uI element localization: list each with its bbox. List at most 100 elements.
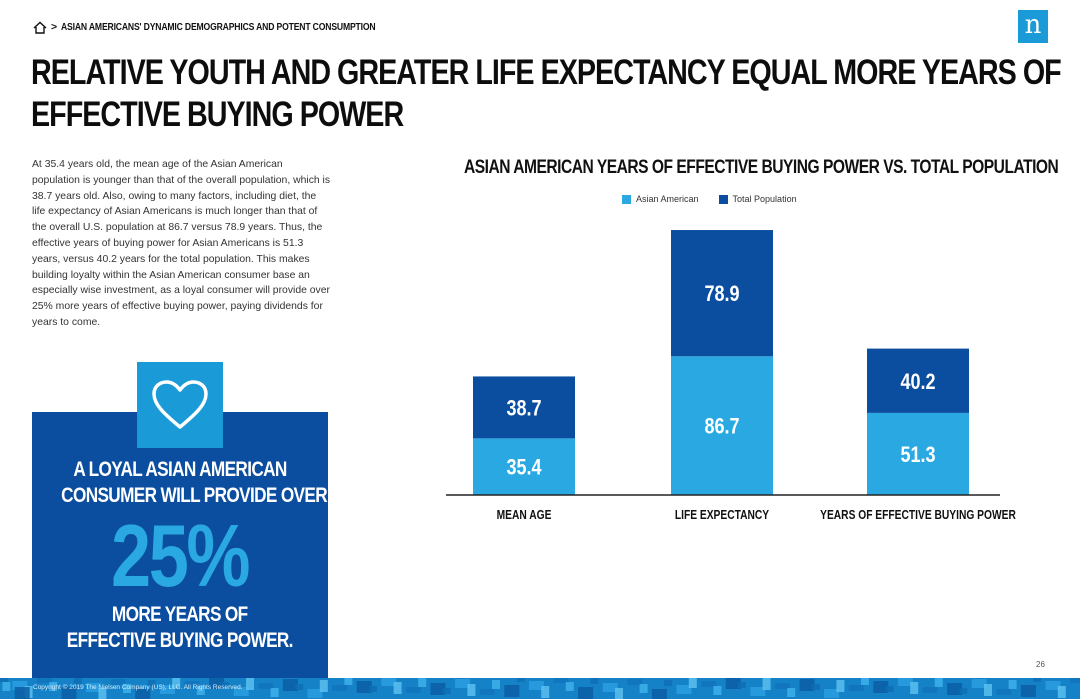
footer-texture-block (1045, 681, 1061, 690)
footer-texture-block (602, 683, 618, 692)
callout-box: A LOYAL ASIAN AMERICAN CONSUMER WILL PRO… (32, 412, 328, 678)
nielsen-logo: n (1018, 10, 1048, 43)
footer-texture-block (295, 684, 304, 690)
footer-texture-block (922, 687, 938, 693)
breadcrumb-separator: > (51, 21, 57, 33)
footer-texture-block (356, 681, 372, 693)
footer-texture-block (14, 687, 30, 699)
footer-texture-block (713, 686, 722, 695)
legend-item-asian-american: Asian American (622, 194, 699, 204)
footer-texture-block (947, 683, 963, 695)
footer-texture-block (615, 688, 623, 699)
footer-texture-block (541, 686, 550, 698)
page-number: 26 (1036, 660, 1045, 669)
bar-total-population-3 (867, 348, 969, 413)
breadcrumb[interactable]: > ASIAN AMERICANS' DYNAMIC DEMOGRAPHICS … (33, 20, 444, 34)
footer-texture-block (430, 683, 446, 695)
footer-texture-block (1033, 678, 1042, 682)
footer-texture-block (110, 679, 126, 685)
footer-texture-block (590, 678, 599, 684)
footer-band (0, 678, 1080, 699)
footer-texture-block (319, 680, 328, 692)
breadcrumb-text: ASIAN AMERICANS' DYNAMIC DEMOGRAPHICS AN… (60, 21, 376, 33)
heart-icon (152, 380, 208, 429)
footer-texture-block (467, 684, 476, 696)
footer-texture-block (98, 688, 107, 699)
footer-texture-block (49, 682, 58, 691)
bar-total-population-2 (671, 230, 773, 357)
footer-texture-block (1070, 678, 1080, 683)
footer-texture-block (959, 688, 968, 694)
page-title: RELATIVE YOUTH AND GREATER LIFE EXPECTAN… (31, 52, 1062, 136)
footer-texture-block (651, 689, 667, 699)
data-label-asian-american-1: 35.4 (506, 456, 542, 480)
footer-texture-block (442, 688, 451, 694)
body-paragraph: At 35.4 years old, the mean age of the A… (32, 159, 331, 328)
category-label-2: LIFE EXPECTANCY (675, 509, 770, 522)
footer-texture-block (996, 689, 1012, 695)
footer-texture-block (516, 678, 525, 682)
footer-texture-block (1020, 685, 1036, 697)
footer-texture-block (332, 685, 348, 691)
bar-chart: 35.4 38.7 MEAN AGE 86.7 78.9 LIFE EXPECTANCY 5… (446, 230, 1017, 522)
footer-texture-block (393, 682, 402, 694)
footer-texture-block (344, 678, 353, 685)
footer-texture-block (873, 681, 889, 693)
footer-texture-block (36, 678, 52, 683)
footer-texture-block (0, 678, 8, 682)
footer-texture-block (787, 688, 796, 697)
footer-texture-block (455, 679, 471, 688)
footer-texture-block (848, 685, 864, 691)
footer-texture-block (565, 682, 574, 691)
footer-texture-block (676, 685, 692, 694)
footer-texture-block (381, 678, 397, 686)
footer-texture-block (910, 682, 919, 694)
footer-texture-block (750, 687, 766, 696)
footer-texture-block (811, 684, 820, 690)
footer-texture-block (135, 689, 151, 699)
page-title-line-2: EFFECTIVE BUYING POWER (31, 95, 404, 134)
category-label-3: YEARS OF EFFECTIVE BUYING POWER (820, 509, 1016, 522)
footer-texture-block (774, 683, 790, 689)
footer-texture-block (836, 680, 845, 692)
legend-swatch-asian-american (622, 194, 631, 204)
footer-texture-block (147, 680, 156, 686)
data-label-asian-american-3: 51.3 (900, 443, 935, 467)
footer-texture-block (492, 680, 500, 689)
footer-texture-block (270, 688, 279, 697)
footer-texture-block (664, 680, 673, 686)
footer-texture-block (221, 682, 230, 688)
category-label-1: MEAN AGE (497, 509, 552, 522)
footer-texture-block (553, 678, 569, 683)
home-icon[interactable] (33, 21, 47, 34)
data-label-asian-american-2: 86.7 (704, 415, 739, 439)
footer-texture-block (738, 682, 746, 688)
footer-texture-block (209, 678, 225, 689)
bar-asian-american-2 (671, 356, 773, 495)
copyright-text: Copyright © 2019 The Nielsen Company (US… (33, 684, 243, 691)
footer-texture-block (934, 678, 943, 687)
footer-texture-block (282, 679, 298, 691)
footer-texture-block (86, 683, 102, 692)
footer-texture-block (61, 687, 77, 699)
footer-texture-block (984, 684, 992, 696)
footer-texture-block (578, 687, 594, 699)
legend-item-total-population: Total Population (718, 194, 797, 204)
callout-line-3: MORE YEARS OF (112, 603, 248, 626)
footer-texture-block (688, 678, 697, 688)
page-title-line-1: RELATIVE YOUTH AND GREATER LIFE EXPECTAN… (31, 53, 1062, 92)
chart-title: ASIAN AMERICAN YEARS OF EFFECTIVE BUYING… (464, 157, 1080, 179)
data-label-total-population-1: 38.7 (506, 397, 541, 421)
heart-badge (137, 362, 223, 448)
legend-swatch-total-population (718, 194, 728, 204)
logo-letter: n (1024, 9, 1042, 40)
footer-texture-block (1057, 686, 1066, 698)
footer-texture-block (897, 678, 913, 686)
data-label-total-population-2: 78.9 (704, 283, 739, 307)
footer-texture-block (1008, 680, 1017, 689)
callout-big-number: 25% (111, 506, 251, 605)
footer-texture-block (861, 678, 869, 685)
footer-texture-block (627, 679, 643, 685)
footer-texture-block (2, 682, 11, 691)
footer-texture-block (971, 679, 987, 688)
